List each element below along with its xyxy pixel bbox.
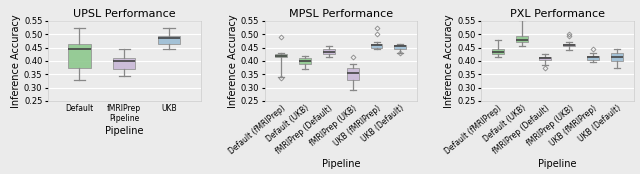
PathPatch shape (68, 44, 91, 68)
PathPatch shape (371, 44, 383, 48)
PathPatch shape (492, 49, 504, 54)
Y-axis label: Inference Accuracy: Inference Accuracy (11, 14, 21, 108)
X-axis label: Pipeline: Pipeline (321, 159, 360, 169)
PathPatch shape (323, 49, 335, 54)
PathPatch shape (275, 54, 287, 57)
PathPatch shape (540, 57, 552, 60)
PathPatch shape (611, 53, 623, 61)
PathPatch shape (299, 58, 311, 64)
PathPatch shape (563, 44, 575, 46)
PathPatch shape (516, 35, 527, 42)
Y-axis label: Inference Accuracy: Inference Accuracy (228, 14, 237, 108)
PathPatch shape (347, 68, 358, 80)
PathPatch shape (113, 58, 136, 69)
X-axis label: Pipeline: Pipeline (538, 159, 577, 169)
Title: UPSL Performance: UPSL Performance (73, 9, 175, 19)
PathPatch shape (394, 45, 406, 49)
Title: MPSL Performance: MPSL Performance (289, 9, 393, 19)
Title: PXL Performance: PXL Performance (510, 9, 605, 19)
PathPatch shape (587, 56, 599, 60)
PathPatch shape (158, 35, 180, 44)
Y-axis label: Inference Accuracy: Inference Accuracy (444, 14, 454, 108)
X-axis label: Pipeline: Pipeline (105, 126, 143, 136)
